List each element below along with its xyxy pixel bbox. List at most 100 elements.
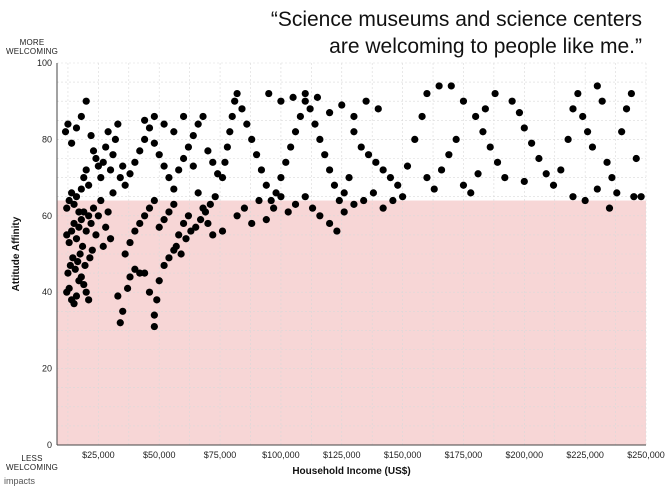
data-point <box>189 131 197 140</box>
data-point <box>194 189 202 197</box>
data-point <box>491 89 499 98</box>
data-point <box>126 273 134 281</box>
data-point <box>598 97 606 105</box>
data-point <box>70 300 78 308</box>
title-line-1: “Science museums and science centers <box>270 8 642 31</box>
data-point <box>204 147 212 155</box>
data-point <box>165 254 173 262</box>
x-tick-label: $75,000 <box>204 450 237 460</box>
data-point <box>64 269 72 277</box>
y-tick-label: 80 <box>42 134 52 144</box>
data-point <box>109 151 117 159</box>
data-point <box>474 170 482 178</box>
data-point <box>160 261 168 270</box>
data-point <box>296 112 304 121</box>
data-point <box>520 124 528 132</box>
data-point <box>211 193 219 201</box>
data-point <box>199 112 207 121</box>
data-point <box>150 112 158 121</box>
data-point <box>486 143 494 151</box>
data-point <box>77 185 85 193</box>
data-point <box>228 112 236 121</box>
x-tick-label: $150,000 <box>384 450 422 460</box>
data-point <box>313 93 322 101</box>
data-point <box>291 200 300 208</box>
data-point <box>201 208 210 216</box>
data-point <box>145 204 154 212</box>
data-point <box>182 235 190 243</box>
y-tick-label: 20 <box>42 364 52 374</box>
data-point <box>218 227 227 235</box>
y-tick-label: 100 <box>37 58 52 68</box>
data-point <box>92 231 100 239</box>
data-point <box>379 166 387 174</box>
data-point <box>97 196 105 205</box>
data-point <box>141 212 149 220</box>
data-point <box>150 311 158 319</box>
data-point <box>165 208 173 216</box>
data-point <box>88 246 96 254</box>
data-point <box>218 174 227 182</box>
data-point <box>141 135 149 143</box>
data-point <box>175 231 183 239</box>
data-point <box>78 242 87 250</box>
data-point <box>549 181 558 189</box>
data-point <box>262 181 270 189</box>
data-point <box>289 93 297 101</box>
data-point <box>70 219 78 228</box>
data-point <box>68 227 76 235</box>
data-point <box>72 193 81 201</box>
data-point <box>357 143 365 151</box>
data-point <box>63 231 71 239</box>
data-point <box>605 204 614 212</box>
data-point <box>637 193 645 201</box>
data-point <box>316 135 324 143</box>
data-point <box>99 242 107 250</box>
data-point <box>80 174 88 182</box>
data-point <box>557 166 565 174</box>
data-point <box>63 204 71 212</box>
data-point <box>126 238 134 247</box>
data-point <box>301 193 309 201</box>
data-point <box>99 158 107 166</box>
data-point <box>136 219 144 228</box>
data-point <box>630 193 638 201</box>
x-tick-label: $100,000 <box>262 450 300 460</box>
data-point <box>535 154 543 163</box>
data-point <box>479 128 487 136</box>
data-point <box>284 208 292 216</box>
data-point <box>85 181 93 189</box>
data-point <box>411 135 419 143</box>
data-point <box>581 196 589 205</box>
data-point <box>82 288 90 296</box>
x-tick-label: $50,000 <box>143 450 176 460</box>
data-point <box>306 105 314 113</box>
data-point <box>150 139 158 147</box>
data-point <box>89 147 98 155</box>
data-point <box>75 223 83 231</box>
data-point <box>80 280 88 289</box>
x-tick-label: $200,000 <box>506 450 544 460</box>
data-point <box>255 196 263 205</box>
data-point <box>308 204 317 212</box>
data-point <box>399 193 407 201</box>
data-point <box>372 158 380 166</box>
data-point <box>593 82 601 90</box>
data-point <box>114 292 122 300</box>
data-point <box>579 112 587 121</box>
data-point <box>189 162 197 170</box>
data-point <box>301 97 309 105</box>
data-point <box>240 204 249 212</box>
data-point <box>603 158 611 166</box>
data-point <box>248 219 256 228</box>
data-point <box>72 235 81 243</box>
data-point <box>111 135 120 143</box>
data-point <box>126 170 134 178</box>
data-point <box>287 143 295 151</box>
data-point <box>467 189 475 197</box>
data-point <box>301 89 309 98</box>
data-point <box>74 258 82 266</box>
data-point <box>82 166 90 174</box>
data-point <box>106 235 115 243</box>
